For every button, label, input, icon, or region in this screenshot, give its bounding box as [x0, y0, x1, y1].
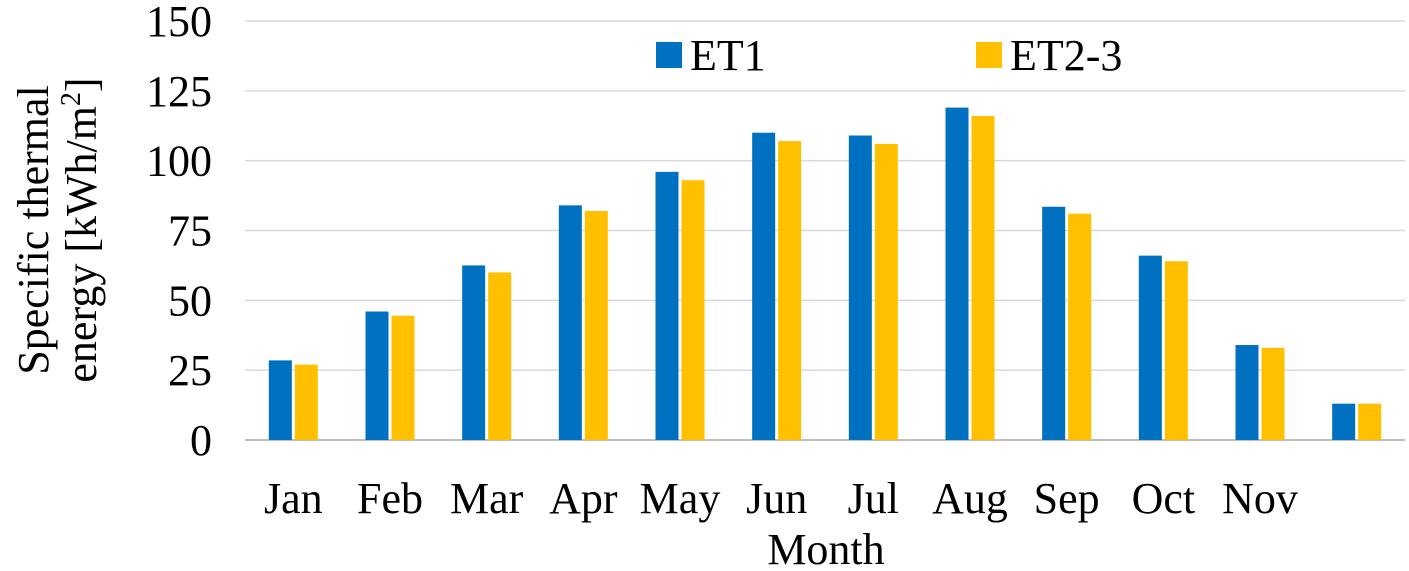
x-tick-label-oct: Oct [1132, 474, 1196, 523]
bar-et2-3-sep [1068, 213, 1092, 440]
y-axis-title-line1: Specific thermal [9, 85, 58, 375]
x-tick-label-nov: Nov [1222, 474, 1298, 523]
bar-et1-nov [1235, 345, 1259, 440]
bar-et1-oct [1138, 255, 1162, 440]
legend-label-et2-3: ET2-3 [1010, 31, 1122, 80]
x-tick-label-apr: Apr [549, 474, 618, 523]
bar-et2-3-jul [874, 143, 898, 440]
legend-label-et1: ET1 [690, 31, 766, 80]
bar-et2-3-jan [294, 364, 318, 440]
bar-et1-dec [1332, 403, 1356, 440]
bar-et1-mar [462, 265, 486, 440]
bar-et1-jan [268, 360, 292, 440]
x-tick-label-jan: Jan [264, 474, 323, 523]
bar-et1-jun [752, 132, 776, 440]
bar-et2-3-mar [488, 272, 512, 440]
gridlines [245, 20, 1405, 441]
y-tick-label: 75 [168, 207, 212, 256]
y-tick-label: 0 [190, 416, 212, 465]
legend: ET1 ET2-3 [656, 31, 1122, 80]
x-tick-label-may: May [640, 474, 721, 523]
bar-et2-3-apr [584, 210, 608, 440]
bar-et2-3-feb [391, 315, 415, 440]
x-tick-label-feb: Feb [357, 474, 423, 523]
y-axis-title-line2: energy [kWh/m2] [56, 77, 106, 382]
bar-et2-3-oct [1164, 261, 1188, 440]
bar-et1-may [655, 171, 679, 440]
y-axis-ticks: 0 25 50 75 100 125 150 [146, 0, 212, 465]
bars [268, 107, 1382, 441]
bar-et2-3-aug [971, 115, 995, 441]
bar-et1-aug [945, 107, 969, 441]
bar-et1-sep [1042, 206, 1066, 440]
y-axis-title: Specific thermal energy [kWh/m2] [9, 77, 106, 382]
y-tick-label: 25 [168, 346, 212, 395]
x-tick-label-jun: Jun [746, 474, 807, 523]
x-tick-label-mar: Mar [450, 474, 524, 523]
y-tick-label: 50 [168, 276, 212, 325]
bar-et1-apr [558, 205, 582, 440]
x-tick-label-aug: Aug [932, 474, 1008, 523]
x-axis-ticks: Jan Feb Mar Apr May Jun Jul Aug Sep Oct Nov [264, 474, 1298, 523]
x-tick-label-jul: Jul [848, 474, 899, 523]
bar-et2-3-jun [778, 141, 802, 440]
y-tick-label: 125 [146, 67, 212, 116]
bar-et2-3-may [681, 180, 705, 440]
bar-et1-jul [848, 135, 872, 440]
x-axis-title: Month [767, 525, 884, 571]
legend-swatch-et1 [656, 42, 682, 68]
bar-et1-feb [365, 311, 389, 440]
bar-et2-3-dec [1358, 403, 1382, 440]
bar-et2-3-nov [1261, 347, 1285, 440]
y-tick-label: 100 [146, 137, 212, 186]
y-tick-label: 150 [146, 0, 212, 46]
legend-swatch-et2-3 [976, 42, 1002, 68]
x-tick-label-sep: Sep [1034, 474, 1100, 523]
